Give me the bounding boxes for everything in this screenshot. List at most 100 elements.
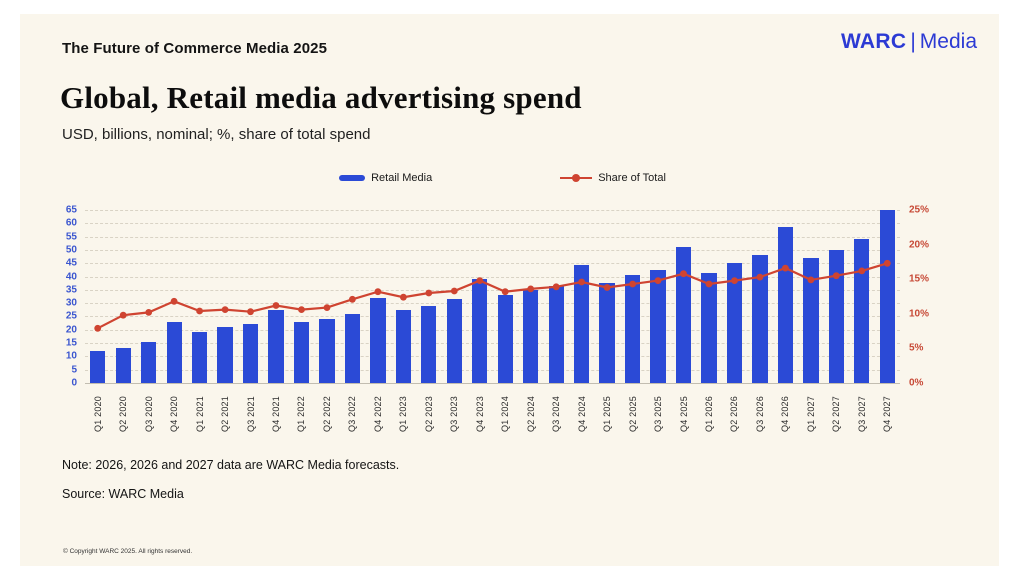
x-tick-label: Q3 2026 — [754, 396, 765, 432]
x-tick-label: Q2 2024 — [525, 396, 536, 432]
line-swatch-icon — [560, 173, 593, 183]
bar-slot — [467, 210, 492, 383]
gridline — [85, 223, 900, 225]
y-tick-label-left: 30 — [65, 297, 77, 309]
bar-swatch-icon — [339, 175, 366, 181]
logo-warc: WARC — [840, 30, 907, 53]
y-tick-label-left: 50 — [65, 244, 77, 256]
gridline — [85, 249, 900, 251]
x-tick-label: Q4 2027 — [882, 396, 893, 432]
bar-q2-2026 — [726, 263, 743, 383]
y-tick-label-left: 15 — [65, 337, 77, 349]
source-line: Source: WARC Media — [62, 487, 184, 501]
slide-card: The Future of Commerce Media 2025 WARC | M… — [20, 14, 999, 566]
bar-slot — [798, 210, 823, 383]
gridline — [85, 343, 900, 345]
x-tick-label: Q2 2027 — [831, 396, 842, 432]
bar-q3-2024 — [548, 285, 564, 383]
x-tick-label: Q4 2022 — [372, 396, 383, 432]
legend-label: Share of Total — [598, 172, 666, 184]
x-axis-labels: Q1 2020 Q2 2020 Q3 2020 Q4 2020 Q1 2021 Q2 20… — [85, 388, 900, 450]
bar-q3-2020 — [141, 341, 157, 383]
y-tick-label-left: 5 — [71, 364, 77, 376]
bar-slot — [875, 210, 900, 383]
bar-q3-2027 — [854, 239, 870, 383]
bar-slot — [594, 210, 619, 383]
report-kicker: The Future of Commerce Media 2025 — [62, 40, 328, 57]
gridline — [85, 236, 900, 238]
bar-slot — [110, 210, 135, 383]
bar-q4-2026 — [777, 227, 794, 383]
warc-media-logo: WARC | Media — [841, 30, 977, 54]
legend-item-share-of-total: Share of Total — [560, 172, 666, 184]
bars — [85, 210, 900, 383]
y-tick-label-right: 10% — [909, 308, 930, 320]
y-tick-label-left: 55 — [65, 231, 77, 243]
bar-slot — [263, 210, 288, 383]
y-tick-label-left: 40 — [65, 271, 77, 283]
x-tick-label: Q2 2023 — [423, 396, 434, 432]
x-tick-label: Q3 2023 — [449, 396, 460, 432]
chart-title: Global, Retail media advertising spend — [60, 80, 582, 115]
bar-slot — [416, 210, 441, 383]
bar-q4-2027 — [879, 210, 895, 383]
bar-q1-2024 — [497, 295, 513, 383]
x-tick-label: Q4 2024 — [576, 396, 587, 432]
y-tick-label-left: 45 — [65, 257, 77, 269]
chart-subtitle: USD, billions, nominal; %, share of tota… — [62, 126, 371, 143]
logo-divider: | — [910, 30, 916, 53]
x-tick-label: Q4 2025 — [678, 396, 689, 432]
bar-slot — [773, 210, 798, 383]
bar-q1-2025 — [599, 283, 615, 383]
legend-label: Retail Media — [371, 172, 433, 184]
bar-q1-2020 — [90, 351, 106, 383]
bar-slot — [391, 210, 416, 383]
legend-item-retail-media: Retail Media — [339, 172, 432, 184]
bar-slot — [136, 210, 161, 383]
bar-q4-2020 — [166, 321, 182, 383]
x-tick-label: Q3 2025 — [653, 396, 664, 432]
bar-q2-2027 — [828, 249, 844, 383]
footnote: Note: 2026, 2026 and 2027 data are WARC … — [62, 458, 400, 472]
bar-q1-2026 — [701, 272, 717, 383]
x-tick-label: Q2 2021 — [220, 396, 231, 432]
x-tick-label: Q4 2023 — [474, 396, 485, 432]
copyright-line: © Copyright WARC 2025. All rights reserv… — [63, 548, 193, 555]
bar-slot — [442, 210, 467, 383]
x-tick-label: Q1 2021 — [194, 396, 205, 432]
bar-slot — [569, 210, 594, 383]
x-tick-label: Q1 2022 — [296, 396, 307, 432]
bar-slot — [314, 210, 339, 383]
bar-slot — [722, 210, 747, 383]
y-tick-label-left: 35 — [65, 284, 77, 296]
bar-q4-2023 — [472, 279, 488, 383]
bar-slot — [365, 210, 390, 383]
bar-slot — [238, 210, 263, 383]
x-tick-label: Q1 2024 — [500, 396, 511, 432]
logo-media: Media — [919, 30, 977, 53]
x-tick-label: Q1 2025 — [602, 396, 613, 432]
bar-slot — [212, 210, 237, 383]
bar-q1-2022 — [293, 321, 310, 383]
bar-q2-2022 — [319, 319, 335, 383]
bar-q2-2024 — [523, 289, 539, 383]
legend: Retail Media Share of Total — [85, 172, 920, 184]
y-tick-label-right: 15% — [909, 273, 930, 285]
x-tick-label: Q2 2022 — [321, 396, 332, 432]
x-tick-label: Q3 2021 — [245, 396, 256, 432]
x-tick-label: Q3 2027 — [856, 396, 867, 432]
bar-q3-2025 — [650, 269, 666, 383]
y-tick-label-left: 65 — [65, 204, 77, 216]
bar-slot — [645, 210, 670, 383]
bar-slot — [849, 210, 874, 383]
x-tick-label: Q4 2020 — [169, 396, 180, 432]
bar-slot — [340, 210, 365, 383]
y-tick-label-right: 20% — [909, 239, 930, 251]
bar-slot — [161, 210, 186, 383]
y-tick-label-left: 10 — [65, 350, 77, 362]
x-tick-label: Q1 2026 — [703, 396, 714, 432]
bar-q2-2020 — [115, 348, 131, 383]
bar-slot — [620, 210, 645, 383]
bar-slot — [493, 210, 518, 383]
x-tick-label: Q2 2025 — [627, 396, 638, 432]
